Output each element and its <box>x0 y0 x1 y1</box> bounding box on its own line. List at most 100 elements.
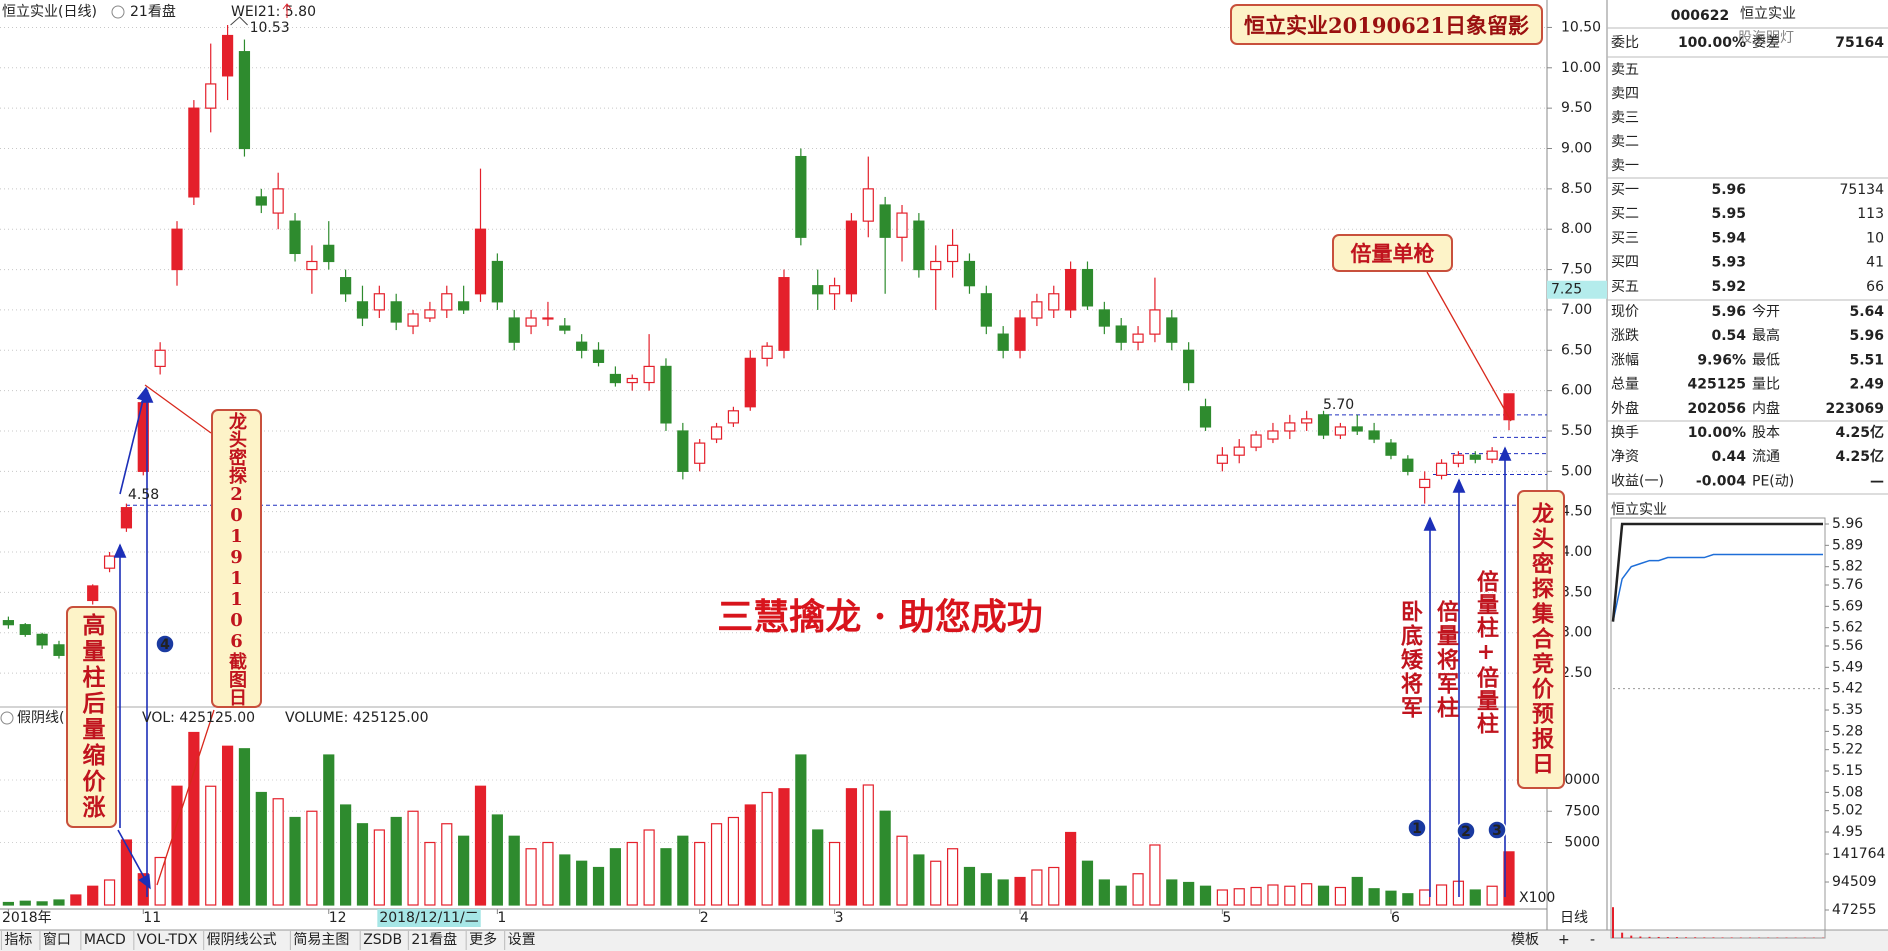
y-tick-label: 9.00 <box>1561 141 1592 157</box>
buy-volume: 66 <box>1866 279 1884 295</box>
volume-bar <box>812 829 824 906</box>
candle-body <box>609 373 621 384</box>
volume-bar <box>879 810 891 906</box>
tab[interactable]: 模板 <box>1511 932 1539 948</box>
volume-bar <box>946 848 959 906</box>
buy-label: 买四 <box>1611 255 1639 271</box>
average-line <box>1612 553 1823 622</box>
candle-body <box>963 260 976 287</box>
candle-body <box>1385 442 1397 456</box>
volume-bar <box>87 885 99 906</box>
quote-cell: 75164 <box>1835 35 1884 51</box>
tab[interactable]: ZSDB <box>363 932 402 948</box>
volume-bar <box>373 829 385 906</box>
volume-bar <box>458 835 470 906</box>
sell-label: 卖四 <box>1611 86 1639 102</box>
candle-body <box>1081 268 1094 307</box>
buy-price: 5.94 <box>1711 230 1746 246</box>
volume-bar <box>340 804 352 906</box>
volume-bar <box>626 841 638 906</box>
volume-bar <box>205 785 217 906</box>
volume-bar <box>1199 885 1212 906</box>
candle-body <box>221 34 234 77</box>
intraday-tick-label: 5.15 <box>1832 763 1863 779</box>
volume-bar <box>1301 883 1313 906</box>
candle-body <box>154 349 166 368</box>
volume-bar <box>525 848 537 906</box>
y-tick-label: 8.00 <box>1561 221 1592 237</box>
candle-body <box>1419 478 1431 489</box>
stat-value: 5.64 <box>1849 304 1884 320</box>
y-tick-label: 3.00 <box>1561 625 1592 641</box>
step-number: 2 <box>1461 824 1471 840</box>
tab[interactable]: 设置 <box>508 932 536 948</box>
candle-body <box>441 293 453 311</box>
candle-body <box>913 220 925 271</box>
stat-value: 5.96 <box>1849 328 1884 344</box>
y-tick-label: 7.50 <box>1561 262 1592 278</box>
candle-body <box>643 365 655 384</box>
volume-bar <box>677 835 689 906</box>
volume-bar <box>2 901 15 906</box>
x-tick-label: 5 <box>1222 910 1231 926</box>
intraday-tick-label: 5.42 <box>1832 681 1863 697</box>
y-tick-label: 4.50 <box>1561 504 1592 520</box>
sell-label: 卖三 <box>1611 110 1639 126</box>
buy-price: 5.92 <box>1711 279 1746 295</box>
volume-bar <box>441 823 453 906</box>
candle-body <box>1301 418 1313 424</box>
candle-body <box>795 155 807 238</box>
candle-body <box>1031 301 1043 319</box>
volume-bar <box>828 841 841 906</box>
candle-body <box>458 301 470 311</box>
stat-value: 5.51 <box>1849 352 1884 368</box>
icon <box>111 5 125 19</box>
stat-value: -0.004 <box>1696 473 1746 489</box>
tab[interactable]: - <box>1590 932 1595 948</box>
candle-body <box>36 633 48 646</box>
y-tick-label: 4.00 <box>1561 544 1592 560</box>
tab[interactable]: 21看盘 <box>411 931 457 948</box>
y-tick-label: 6.50 <box>1561 342 1592 358</box>
tab[interactable]: 更多 <box>469 931 497 948</box>
step-badge <box>1456 821 1476 841</box>
tab[interactable]: 假阴线公式 <box>207 932 277 948</box>
volume-bar <box>896 835 908 906</box>
volume-bar <box>997 879 1009 906</box>
y-tick-label: 5000 <box>1564 835 1600 851</box>
volume-bar <box>1166 879 1178 906</box>
candle-body <box>390 301 402 323</box>
volume-bar <box>1250 886 1262 906</box>
stat-label: 现价 <box>1611 304 1639 320</box>
candle-body <box>205 83 217 109</box>
candle-body <box>980 293 992 327</box>
volume-bar <box>1351 876 1363 906</box>
tab[interactable]: 简易主图 <box>293 931 349 948</box>
candle-body <box>761 345 773 359</box>
tab[interactable]: + <box>1558 932 1570 948</box>
stat-label: 最低 <box>1752 352 1780 368</box>
candle-body <box>1435 462 1448 476</box>
volume-bar <box>238 748 251 906</box>
y-tick-label: 5.00 <box>1561 463 1592 479</box>
annotation-label: 倍量将军柱 <box>1433 600 1459 720</box>
candle-body <box>1452 454 1465 464</box>
candle-body <box>1317 414 1330 436</box>
intraday-frame <box>1610 517 1826 939</box>
buy-price: 5.96 <box>1711 182 1746 198</box>
intraday-tick-label: 5.35 <box>1832 702 1863 718</box>
tab[interactable]: 窗口 <box>43 931 71 948</box>
stat-value: 0.54 <box>1711 328 1746 344</box>
buy-label: 买三 <box>1611 230 1639 246</box>
candle-body <box>1115 325 1127 343</box>
candle-body <box>862 188 874 222</box>
volume-bar <box>609 848 621 906</box>
candle-body <box>1183 349 1195 384</box>
stat-label: 涨幅 <box>1611 352 1639 368</box>
candle-body <box>120 507 133 529</box>
intraday-tick-label: 5.69 <box>1832 598 1863 614</box>
tab[interactable]: VOL-TDX <box>137 932 198 948</box>
tab[interactable]: 指标 <box>4 932 32 948</box>
tab[interactable]: MACD <box>84 932 126 948</box>
